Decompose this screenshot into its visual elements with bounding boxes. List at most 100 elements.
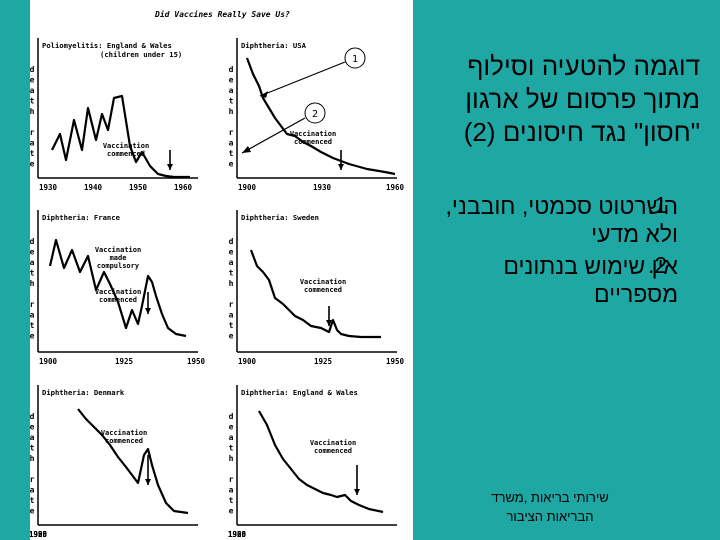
panel-5-curve xyxy=(77,408,189,515)
panel-3-annotation: made xyxy=(110,254,127,262)
callout-2-arrowhead xyxy=(242,146,251,153)
callout-1-circle xyxy=(344,47,366,69)
point-2-number: .2 xyxy=(648,252,668,278)
y-axis-letter: t xyxy=(229,321,234,330)
scan-header: Did Vaccines Really Save Us? xyxy=(154,9,290,19)
y-axis-letter: d xyxy=(30,412,35,421)
panel-4-curve xyxy=(249,249,381,339)
panel-3-annotation-2: commenced xyxy=(99,296,137,304)
y-axis-letter: a xyxy=(229,258,234,267)
y-axis-letter: e xyxy=(30,423,35,432)
y-axis-letter: e xyxy=(229,160,234,169)
panel-2-annotation: commenced xyxy=(294,138,332,146)
y-axis-letter: r xyxy=(229,475,234,484)
y-axis-letter: h xyxy=(30,107,35,116)
y-axis-letter: d xyxy=(229,237,234,246)
y-axis-letter: t xyxy=(30,496,35,505)
panel-5-tick-label: 1900 xyxy=(30,530,48,539)
y-axis-letter: t xyxy=(30,269,35,278)
y-axis-letter: r xyxy=(229,128,234,137)
panel-1-arrowhead xyxy=(167,164,173,170)
panel-3-title: Diphtheria: France xyxy=(42,213,121,222)
y-axis-letter: r xyxy=(30,300,35,309)
y-axis-letter: e xyxy=(30,332,35,341)
panel-2-tick-label: 1930 xyxy=(313,183,332,192)
panel-6-tick-label: 1900 xyxy=(228,530,247,539)
y-axis-letter: t xyxy=(30,97,35,106)
y-axis-letter: e xyxy=(229,507,234,516)
panel-5-annotation: commenced xyxy=(105,437,143,445)
panel-4-tick-label: 1950 xyxy=(386,357,405,366)
y-axis-letter: a xyxy=(229,433,234,442)
y-axis-letter: t xyxy=(30,444,35,453)
panel-6-title: Diphtheria: England & Wales xyxy=(241,388,358,397)
y-axis-letter: h xyxy=(229,279,234,288)
panel-3-annotation: Vaccination xyxy=(95,246,141,254)
y-axis-letter: a xyxy=(30,86,35,95)
y-axis-letter: a xyxy=(229,139,234,148)
panel-4-annotation: Vaccination xyxy=(300,278,346,286)
point-2-text: אין שימוש בנתונים מספריים xyxy=(503,253,678,307)
y-axis-letter: t xyxy=(229,496,234,505)
scanned-chart-page: Did Vaccines Really Save Us? d e a t h r a t e Pol… xyxy=(30,0,413,540)
y-axis-letter: e xyxy=(229,76,234,85)
y-axis-letter: h xyxy=(30,279,35,288)
callout-2-marker xyxy=(241,102,326,154)
callout-2-pointer xyxy=(241,117,306,154)
panel-3-tick-label: 1950 xyxy=(187,357,206,366)
panel-5-tick-label: 1950 xyxy=(30,530,48,539)
panel-6-curve xyxy=(258,410,384,514)
panel-1-annotation: commenced xyxy=(107,150,145,158)
y-axis-letter: e xyxy=(229,332,234,341)
callout-2-circle xyxy=(304,102,326,124)
y-axis-letter: e xyxy=(30,507,35,516)
callout-1-marker xyxy=(259,47,366,98)
y-axis-letter: r xyxy=(30,475,35,484)
panel-1-curve xyxy=(51,94,190,179)
y-axis-letter: t xyxy=(229,149,234,158)
panel-2-tick-label: 1900 xyxy=(238,183,257,192)
y-axis-letter: a xyxy=(30,486,35,495)
panel-2-title: Diphtheria: USA xyxy=(241,41,307,50)
y-axis-letter: t xyxy=(30,321,35,330)
panel-3-arrowhead xyxy=(145,308,151,314)
callout-1-pointer xyxy=(259,61,346,97)
panel-1-subtitle: (children under 15) xyxy=(100,50,182,59)
panel-2-annotation: Vaccination xyxy=(290,130,336,138)
point-1-text: השרטוט סכמטי, חובבני, ולא מדעי xyxy=(445,193,679,247)
panel-1-title: Poliomyelitis: England & Wales xyxy=(42,41,172,50)
y-axis-letter: e xyxy=(229,423,234,432)
panel-3-annotation: compulsory xyxy=(97,262,140,270)
panel-4-tick-label: 1900 xyxy=(238,357,257,366)
panel-3-tick-label: 1900 xyxy=(39,357,58,366)
panel-3-annotation-2: Vaccination xyxy=(95,288,141,296)
y-axis-letter: r xyxy=(30,128,35,137)
source-credit: שירותי בריאות ,משרד הבריאות הציבור xyxy=(491,490,609,524)
y-axis-letter: a xyxy=(229,311,234,320)
y-axis-letter: h xyxy=(229,454,234,463)
panel-1-tick-label: 1930 xyxy=(39,183,58,192)
callout-2-label: 2 xyxy=(312,109,318,120)
y-axis-letter: a xyxy=(30,433,35,442)
y-axis-letter: e xyxy=(229,248,234,257)
panel-6-annotation: Vaccination xyxy=(310,439,356,447)
callout-1-arrowhead xyxy=(260,91,268,98)
y-axis-letter: h xyxy=(30,454,35,463)
slide-title: דוגמה להטעיה וסילוף מתוך פרסום של ארגון … xyxy=(463,51,700,147)
vaccine-charts-scan: Did Vaccines Really Save Us?deathratePol… xyxy=(30,9,405,539)
y-axis-letter: a xyxy=(30,311,35,320)
y-axis-letter: a xyxy=(229,86,234,95)
panel-4-title: Diphtheria: Sweden xyxy=(241,213,319,222)
point-1-number: .1 xyxy=(648,192,668,218)
y-axis-letter: t xyxy=(30,149,35,158)
y-axis-letter: a xyxy=(30,139,35,148)
panel-1-tick-label: 1960 xyxy=(174,183,193,192)
panel-4-annotation: commenced xyxy=(304,286,342,294)
panel-6-arrowhead xyxy=(354,489,360,495)
y-axis-letter: t xyxy=(229,97,234,106)
